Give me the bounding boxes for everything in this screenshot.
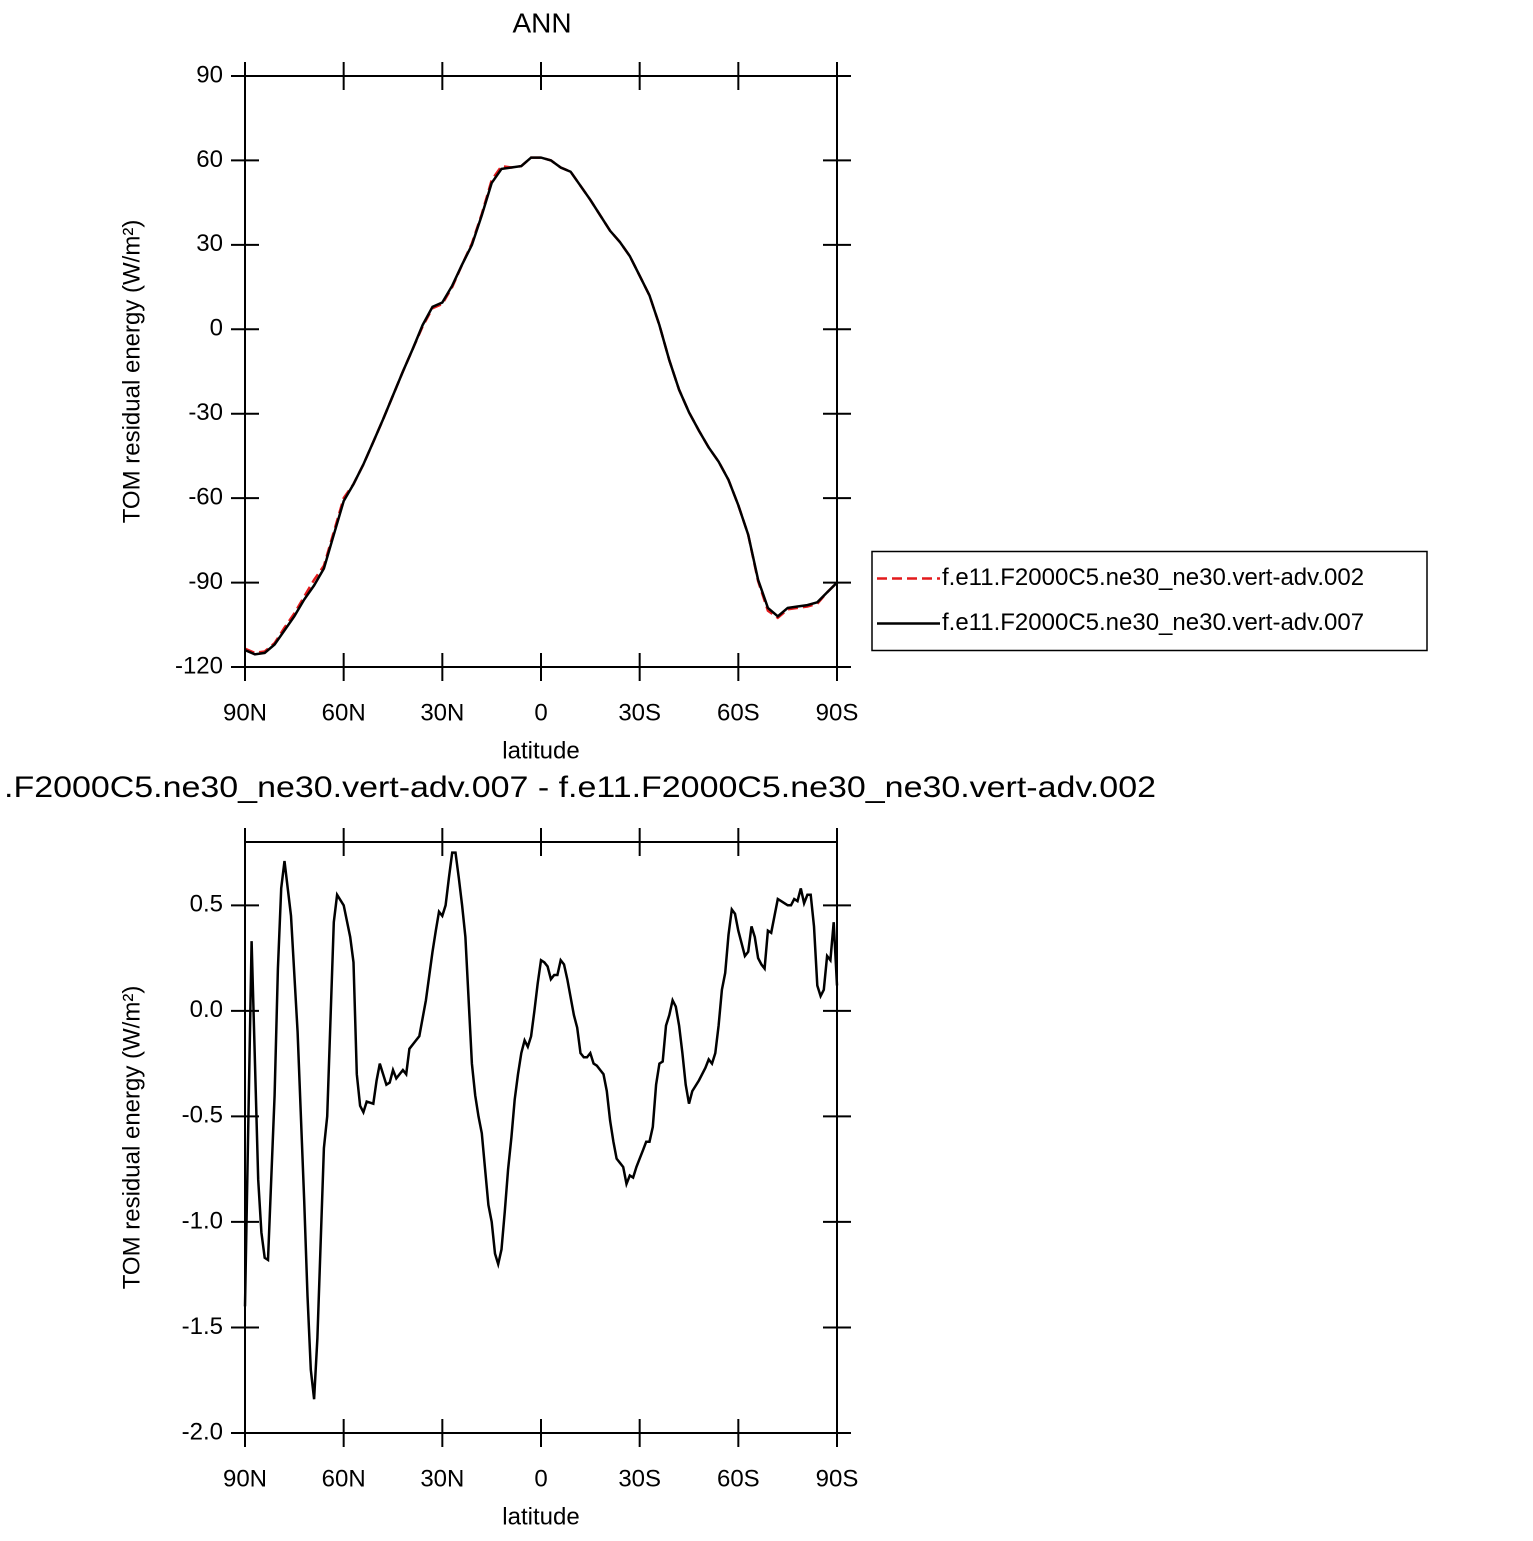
x-tick-label: 60N (322, 1465, 366, 1492)
x-tick-label: 30S (618, 1465, 661, 1492)
x-tick-label: 30S (618, 699, 661, 726)
chart-title: ANN (512, 7, 571, 38)
x-tick-label: 30N (420, 1465, 464, 1492)
y-axis-label: TOM residual energy (W/m²) (118, 220, 145, 524)
y-tick-label: -90 (188, 568, 223, 595)
series-line (244, 156, 838, 655)
x-tick-label: 0 (534, 699, 547, 726)
y-tick-label: -0.5 (182, 1102, 223, 1129)
x-axis-label: latitude (502, 1503, 579, 1530)
legend-box (871, 550, 1428, 652)
x-tick-label: 90S (816, 699, 859, 726)
x-tick-label: 0 (534, 1465, 547, 1492)
y-tick-label: -1.5 (182, 1313, 223, 1340)
chart-title: .F2000C5.ne30_ne30.vert-adv.007 - f.e11.… (4, 771, 1156, 804)
plot-frame (244, 75, 838, 668)
y-tick-label: -1.0 (182, 1207, 223, 1234)
y-tick-label: 90 (196, 61, 223, 88)
x-tick-label: 30N (420, 699, 464, 726)
y-tick-label: -60 (188, 483, 223, 510)
legend-label: f.e11.F2000C5.ne30_ne30.vert-adv.007 (942, 609, 1364, 636)
y-tick-label: 60 (196, 146, 223, 173)
y-tick-label: 0.5 (190, 891, 223, 918)
y-tick-label: -120 (175, 652, 223, 679)
x-tick-label: 90N (223, 1465, 267, 1492)
y-tick-label: 0 (210, 315, 223, 342)
series-line (244, 156, 838, 656)
y-tick-label: -2.0 (182, 1418, 223, 1445)
y-axis-label: TOM residual energy (W/m²) (118, 986, 145, 1290)
y-tick-label: 0.0 (190, 996, 223, 1023)
x-tick-label: 60S (717, 699, 760, 726)
x-tick-label: 60S (717, 1465, 760, 1492)
legend-label: f.e11.F2000C5.ne30_ne30.vert-adv.002 (942, 564, 1364, 591)
x-tick-label: 90N (223, 699, 267, 726)
y-tick-label: -30 (188, 399, 223, 426)
series-line (243, 851, 839, 1400)
x-tick-label: 60N (322, 699, 366, 726)
x-tick-label: 90S (816, 1465, 859, 1492)
y-tick-label: 30 (196, 230, 223, 257)
x-axis-label: latitude (502, 737, 579, 764)
